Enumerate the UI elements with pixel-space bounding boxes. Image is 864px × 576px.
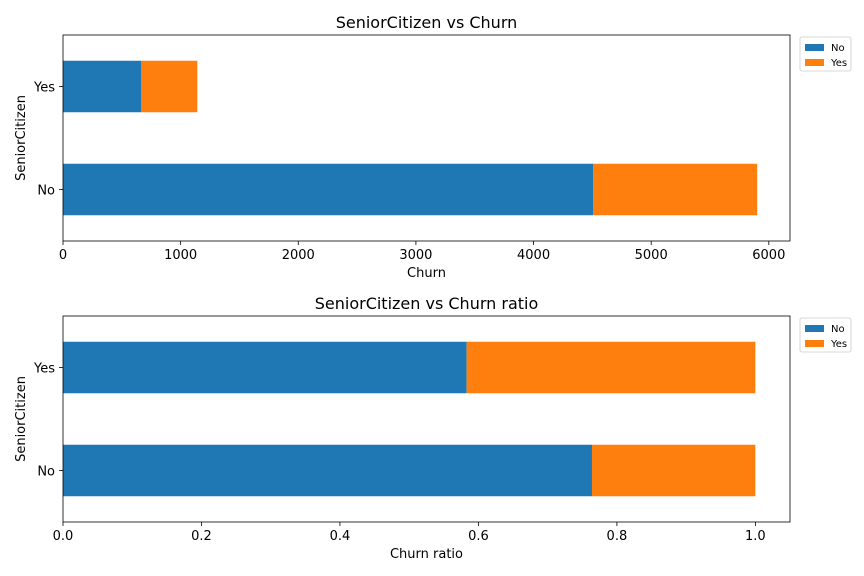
axes-frame <box>62 315 791 523</box>
bar-yes-no <box>63 341 467 394</box>
y-axis-label: SeniorCitizen <box>14 95 29 181</box>
y-tick-label: No <box>37 465 55 480</box>
x-tick-label: 1.0 <box>745 529 766 544</box>
bar-yes-no <box>63 60 142 113</box>
chart-churn-ratio: SeniorCitizen vs Churn ratio Churn ratio… <box>14 294 852 562</box>
bar-no-no <box>63 444 592 497</box>
x-tick-label: 0.4 <box>330 529 351 544</box>
bar-no-yes <box>593 163 758 216</box>
legend: No Yes <box>799 317 852 353</box>
x-tick-label: 0.2 <box>191 529 212 544</box>
y-tick-label: Yes <box>33 81 55 96</box>
legend-label-no: No <box>831 43 845 54</box>
x-axis-label: Churn ratio <box>390 547 463 562</box>
legend-swatch-no <box>805 44 824 51</box>
bar-yes-yes <box>466 341 756 394</box>
legend-label-no: No <box>831 324 845 335</box>
x-tick-label: 6000 <box>752 248 785 263</box>
bar-no-yes <box>591 444 756 497</box>
x-tick-label: 4000 <box>517 248 550 263</box>
legend-swatch-yes <box>805 340 824 347</box>
y-axis-label: SeniorCitizen <box>14 376 29 462</box>
axes-frame <box>62 34 791 242</box>
chart-title: SeniorCitizen vs Churn <box>336 13 518 32</box>
legend: No Yes <box>799 36 852 72</box>
x-tick-label: 0.8 <box>607 529 628 544</box>
x-tick-label: 1000 <box>164 248 197 263</box>
chart-title: SeniorCitizen vs Churn ratio <box>315 294 539 313</box>
x-tick-label: 0.6 <box>468 529 489 544</box>
y-tick-label: No <box>37 184 55 199</box>
legend-label-yes: Yes <box>830 339 847 350</box>
bar-yes-yes <box>141 60 198 113</box>
x-tick-label: 3000 <box>399 248 432 263</box>
x-tick-label: 0.0 <box>53 529 74 544</box>
y-tick-label: Yes <box>33 362 55 377</box>
legend-label-yes: Yes <box>830 58 847 69</box>
x-tick-label: 2000 <box>282 248 315 263</box>
chart-churn-counts: SeniorCitizen vs Churn Churn SeniorCitiz… <box>14 13 852 281</box>
x-axis-label: Churn <box>407 266 446 281</box>
x-tick-label: 0 <box>59 248 67 263</box>
bar-no-no <box>63 163 594 216</box>
legend-swatch-no <box>805 325 824 332</box>
legend-swatch-yes <box>805 59 824 66</box>
x-tick-label: 5000 <box>635 248 668 263</box>
